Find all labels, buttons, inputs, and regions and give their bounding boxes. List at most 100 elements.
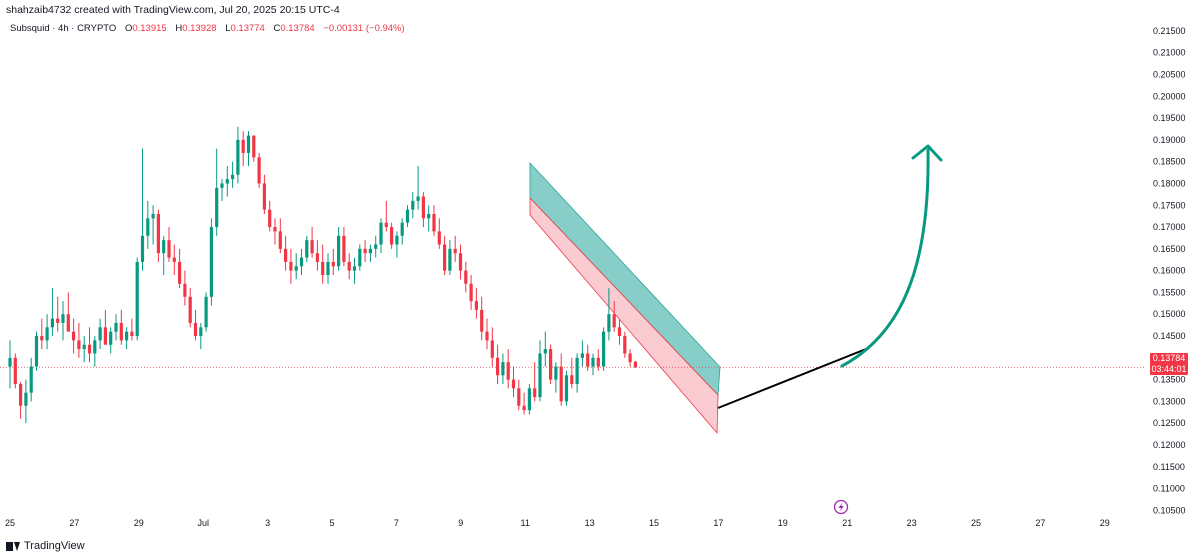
ohlc-legend: Subsquid · 4h · CRYPTO O0.13915 H0.13928… [10, 23, 405, 34]
y-tick-label: 0.21000 [1153, 48, 1186, 58]
candle [485, 318, 489, 350]
close-label: C [273, 23, 281, 34]
candle [225, 166, 229, 197]
candle [268, 200, 272, 232]
x-tick-label: 9 [458, 518, 463, 528]
candle [474, 288, 478, 319]
candle [140, 148, 145, 271]
y-tick-label: 0.18000 [1153, 178, 1186, 188]
candle [490, 327, 494, 367]
y-tick-label: 0.15500 [1153, 287, 1186, 297]
open-value: 0.13915 [132, 23, 167, 34]
candle [331, 248, 335, 275]
candle [511, 366, 516, 398]
candle [8, 340, 12, 389]
candle [326, 253, 330, 284]
candle [231, 161, 235, 188]
candle [448, 240, 452, 275]
arrow-head-icon [911, 144, 943, 162]
open-label: O [124, 23, 133, 34]
x-tick-label: 27 [1035, 518, 1045, 528]
x-tick-label: 21 [842, 518, 852, 528]
candle [241, 131, 245, 167]
y-tick-label: 0.13500 [1153, 375, 1186, 385]
candle [543, 331, 547, 367]
candle [66, 292, 70, 332]
candle [125, 327, 129, 350]
candle [321, 244, 325, 284]
candle [294, 253, 298, 280]
y-tick-label: 0.19000 [1153, 135, 1186, 145]
support-trendline [717, 348, 867, 409]
x-tick-label: 27 [69, 518, 79, 528]
candle [437, 218, 441, 249]
candle [188, 288, 192, 328]
candle [72, 318, 76, 354]
y-tick-label: 0.17500 [1153, 200, 1186, 210]
candle [506, 349, 510, 389]
x-tick-label: 23 [907, 518, 917, 528]
candle [564, 370, 569, 406]
candle [617, 318, 622, 345]
candle [580, 340, 584, 367]
chart-credit: shahzaib4732 created with TradingView.co… [6, 4, 340, 16]
candle [575, 353, 579, 393]
candle [299, 248, 304, 275]
candle [45, 314, 49, 350]
y-tick-label: 0.16500 [1153, 244, 1186, 254]
candle [421, 192, 425, 228]
candle [109, 327, 113, 354]
candle [50, 288, 54, 337]
tradingview-logo-icon [6, 541, 20, 551]
candle [278, 218, 282, 254]
x-tick-label: 29 [1100, 518, 1110, 528]
candle [114, 314, 118, 341]
candle [623, 331, 627, 358]
y-tick-label: 0.10500 [1153, 505, 1186, 515]
candle [390, 222, 394, 249]
last-price-tag: 0.13784 03:44:01 [1150, 353, 1188, 375]
candle [87, 327, 92, 363]
tradingview-footer[interactable]: TradingView [6, 540, 85, 552]
lightning-icon[interactable] [833, 499, 849, 515]
low-label: L [225, 23, 231, 34]
candle [193, 309, 198, 341]
x-tick-label: 17 [713, 518, 723, 528]
candle [453, 235, 457, 262]
candle [538, 340, 542, 402]
candle [167, 227, 171, 262]
projection-arrow [840, 148, 930, 368]
candle [61, 301, 65, 341]
candle [411, 192, 415, 219]
bar-countdown: 03:44:01 [1151, 364, 1187, 374]
x-tick-label: Jul [197, 518, 209, 528]
candle [458, 244, 463, 280]
change-value: −0.00131 (−0.94%) [323, 23, 405, 34]
y-tick-label: 0.14500 [1153, 331, 1186, 341]
falling-channel-upper [529, 161, 721, 396]
candle [305, 235, 309, 262]
candle [119, 309, 123, 345]
candle [549, 344, 553, 384]
candle [77, 322, 81, 358]
x-tick-label: 5 [329, 518, 334, 528]
y-tick-label: 0.19500 [1153, 113, 1186, 123]
y-tick-label: 0.16000 [1153, 266, 1186, 276]
candle [570, 357, 574, 389]
candle [220, 179, 224, 201]
candle [612, 301, 616, 332]
candle [400, 218, 404, 245]
candle [559, 353, 563, 406]
candle [284, 235, 288, 271]
x-tick-label: 19 [778, 518, 788, 528]
candle [82, 336, 86, 363]
candle [98, 318, 102, 350]
close-value: 0.13784 [280, 23, 315, 34]
y-tick-label: 0.20500 [1153, 69, 1186, 79]
y-tick-label: 0.18500 [1153, 157, 1186, 167]
candle [215, 148, 219, 236]
candle [24, 379, 28, 424]
candle [337, 227, 341, 271]
candle [162, 235, 166, 275]
